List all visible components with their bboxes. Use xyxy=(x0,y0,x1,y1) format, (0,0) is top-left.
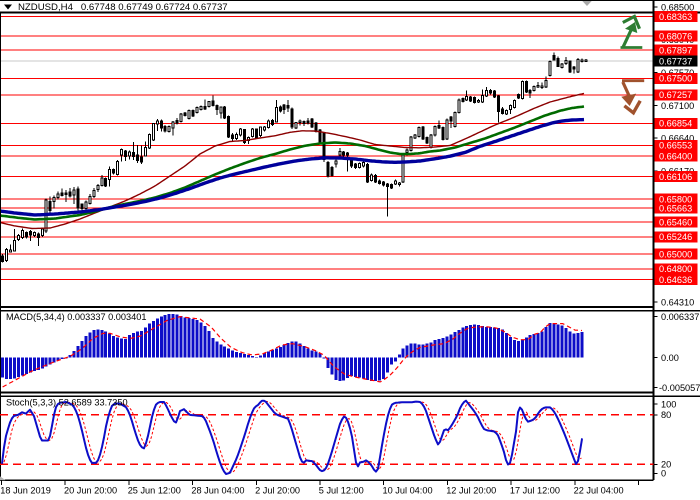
svg-text:0.66553: 0.66553 xyxy=(659,141,692,151)
svg-text:17 Jul 12:00: 17 Jul 12:00 xyxy=(510,486,560,496)
svg-text:0.68363: 0.68363 xyxy=(659,12,692,22)
svg-text:2 Jul 20:00: 2 Jul 20:00 xyxy=(255,486,300,496)
svg-text:80: 80 xyxy=(661,410,671,420)
svg-text:0.68076: 0.68076 xyxy=(659,31,692,41)
svg-text:0.68500: 0.68500 xyxy=(661,2,694,12)
svg-text:0.64800: 0.64800 xyxy=(659,264,692,274)
svg-text:0.66854: 0.66854 xyxy=(659,119,692,129)
svg-text:0.66640: 0.66640 xyxy=(661,134,694,144)
svg-text:0.006337: 0.006337 xyxy=(661,312,699,322)
svg-text:5 Jul 12:00: 5 Jul 12:00 xyxy=(319,486,364,496)
svg-text:0.67737: 0.67737 xyxy=(659,56,692,66)
svg-text:28 Jun 04:00: 28 Jun 04:00 xyxy=(191,486,244,496)
svg-text:20 Jun 20:00: 20 Jun 20:00 xyxy=(64,486,117,496)
svg-text:0.67897: 0.67897 xyxy=(659,45,692,55)
svg-text:0.67257: 0.67257 xyxy=(659,90,692,100)
svg-text:12 Jul 20:00: 12 Jul 20:00 xyxy=(446,486,496,496)
svg-text:10 Jul 04:00: 10 Jul 04:00 xyxy=(383,486,433,496)
svg-text:100: 100 xyxy=(661,399,676,409)
svg-text:Stoch(5,3,3) 52.6589 33.7350: Stoch(5,3,3) 52.6589 33.7350 xyxy=(6,398,128,408)
svg-text:0.65000: 0.65000 xyxy=(659,249,692,259)
svg-text:0.65246: 0.65246 xyxy=(659,232,692,242)
svg-text:0.66400: 0.66400 xyxy=(659,151,692,161)
svg-text:0.65460: 0.65460 xyxy=(659,217,692,227)
svg-text:0.66106: 0.66106 xyxy=(659,172,692,182)
svg-text:0: 0 xyxy=(661,469,666,479)
svg-text:20: 20 xyxy=(661,460,671,470)
svg-text:0.67500: 0.67500 xyxy=(659,74,692,84)
svg-text:0.00: 0.00 xyxy=(661,353,679,363)
svg-text:25 Jun 12:00: 25 Jun 12:00 xyxy=(128,486,181,496)
svg-text:0.64636: 0.64636 xyxy=(659,275,692,285)
svg-text:-0.005057: -0.005057 xyxy=(659,383,700,393)
svg-text:MACD(5,34,4) 0.003337 0.003401: MACD(5,34,4) 0.003337 0.003401 xyxy=(6,312,146,322)
svg-text:18 Jun 2019: 18 Jun 2019 xyxy=(0,486,51,496)
svg-text:0.67100: 0.67100 xyxy=(661,101,694,111)
svg-text:0.65800: 0.65800 xyxy=(659,194,692,204)
svg-text:NZDUSD,H4 0.67748 0.67749 0.: NZDUSD,H4 0.67748 0.67749 0.67724 0.6773… xyxy=(18,2,228,13)
svg-text:0.64310: 0.64310 xyxy=(661,298,694,308)
svg-text:22 Jul 04:00: 22 Jul 04:00 xyxy=(574,486,624,496)
svg-text:0.65663: 0.65663 xyxy=(659,204,692,214)
